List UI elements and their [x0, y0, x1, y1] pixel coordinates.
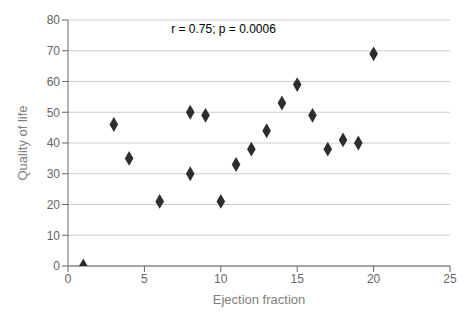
svg-text:15: 15 — [291, 272, 305, 286]
svg-text:50: 50 — [47, 106, 61, 120]
svg-text:20: 20 — [47, 198, 61, 212]
svg-text:80: 80 — [47, 13, 61, 27]
html-text:r = 0.75; p = 0.0006: r = 0.75; p = 0.0006 — [171, 22, 276, 36]
svg-text:25: 25 — [443, 272, 457, 286]
svg-text:0: 0 — [65, 272, 72, 286]
svg-text:5: 5 — [141, 272, 148, 286]
svg-text:10: 10 — [214, 272, 228, 286]
svg-text:Ejection fraction: Ejection fraction — [213, 292, 306, 307]
svg-text:20: 20 — [367, 272, 381, 286]
svg-text:60: 60 — [47, 75, 61, 89]
svg-text:10: 10 — [47, 229, 61, 243]
svg-text:0: 0 — [53, 259, 60, 273]
svg-text:40: 40 — [47, 136, 61, 150]
svg-text:30: 30 — [47, 167, 61, 181]
svg-text:70: 70 — [47, 44, 61, 58]
svg-text:Quality of life: Quality of life — [15, 105, 30, 180]
